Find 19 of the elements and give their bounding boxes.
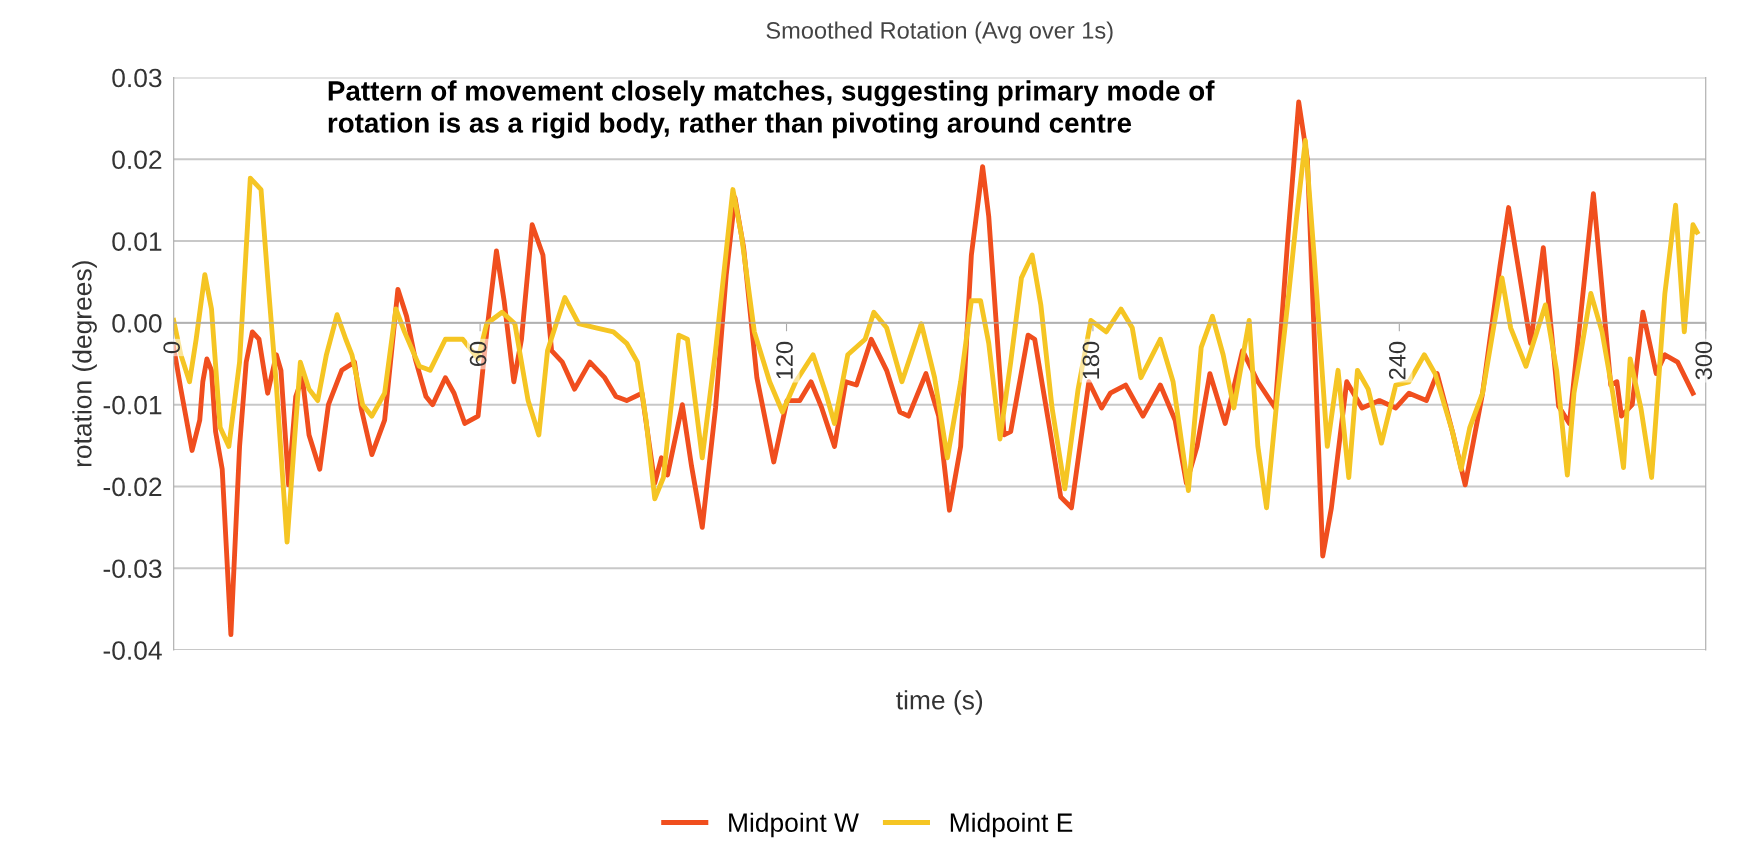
y-tick-label: 0.00 (112, 314, 162, 333)
annotation: Pattern of movement closely matches, suggesting primary mode of rotation is as a rigid body, rather than pivoting around centre (328, 80, 1215, 139)
y-tick-label: -0.04 (103, 641, 162, 660)
x-tick-label: 60 (469, 341, 487, 366)
y-tick-label: -0.03 (103, 559, 162, 579)
legend-label: Midpoint E (950, 812, 1073, 838)
x-axis-title: time (s) (896, 690, 983, 715)
y-tick-label: -0.02 (103, 477, 162, 497)
y-tick-label: 0.01 (112, 232, 162, 251)
y-tick-label: -0.01 (103, 395, 162, 415)
y-tick-label: 0.02 (112, 150, 162, 170)
y-tick-label: 0.03 (112, 68, 162, 88)
y-axis-title: rotation (degrees) (72, 261, 97, 467)
x-tick-label: 300 (1695, 341, 1713, 380)
x-tick-label: 180 (1082, 341, 1100, 379)
x-tick-label: 240 (1388, 341, 1406, 380)
legend-label: Midpoint W (729, 812, 859, 838)
x-tick-label: 120 (776, 341, 793, 379)
chart-title: Smoothed Rotation (Avg over 1s) (766, 21, 1113, 44)
